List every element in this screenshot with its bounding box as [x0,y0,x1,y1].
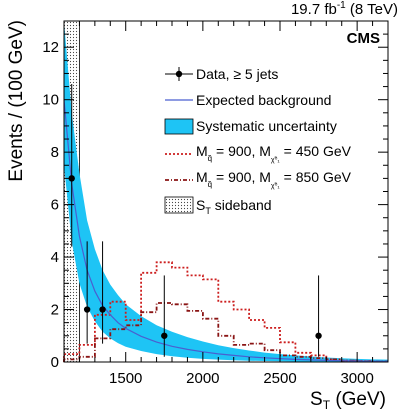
data-marker [69,175,75,181]
y-tick-label: 0 [51,354,59,371]
legend-background-label: Expected background [196,92,331,108]
legend-uncertainty-entry: Systematic uncertainty [165,118,337,134]
x-tick-label: 2500 [263,370,296,387]
data-marker [99,306,105,312]
x-axis-title: ST (GeV) [310,389,386,412]
x-tick-label: 2000 [186,370,219,387]
x-tick-label: 3000 [340,370,373,387]
y-tick-label: 4 [51,249,59,266]
data-marker [84,306,90,312]
y-axis-title: Events / (100 GeV) [6,20,27,182]
y-tick-label: 12 [42,39,59,56]
y-tick-label: 10 [42,92,59,109]
y-tick-label: 8 [51,144,59,161]
x-tick-label: 1500 [109,370,142,387]
experiment-label: CMS [347,30,380,47]
data-marker [315,333,321,339]
data-marker [161,333,167,339]
y-tick-label: 2 [51,302,59,319]
luminosity-label: 19.7 fb-1 (8 TeV) [291,0,398,18]
y-tick-label: 6 [51,197,59,214]
legend-uncertainty-label: Systematic uncertainty [196,118,337,134]
legend-data-label: Data, ≥ 5 jets [196,66,278,82]
